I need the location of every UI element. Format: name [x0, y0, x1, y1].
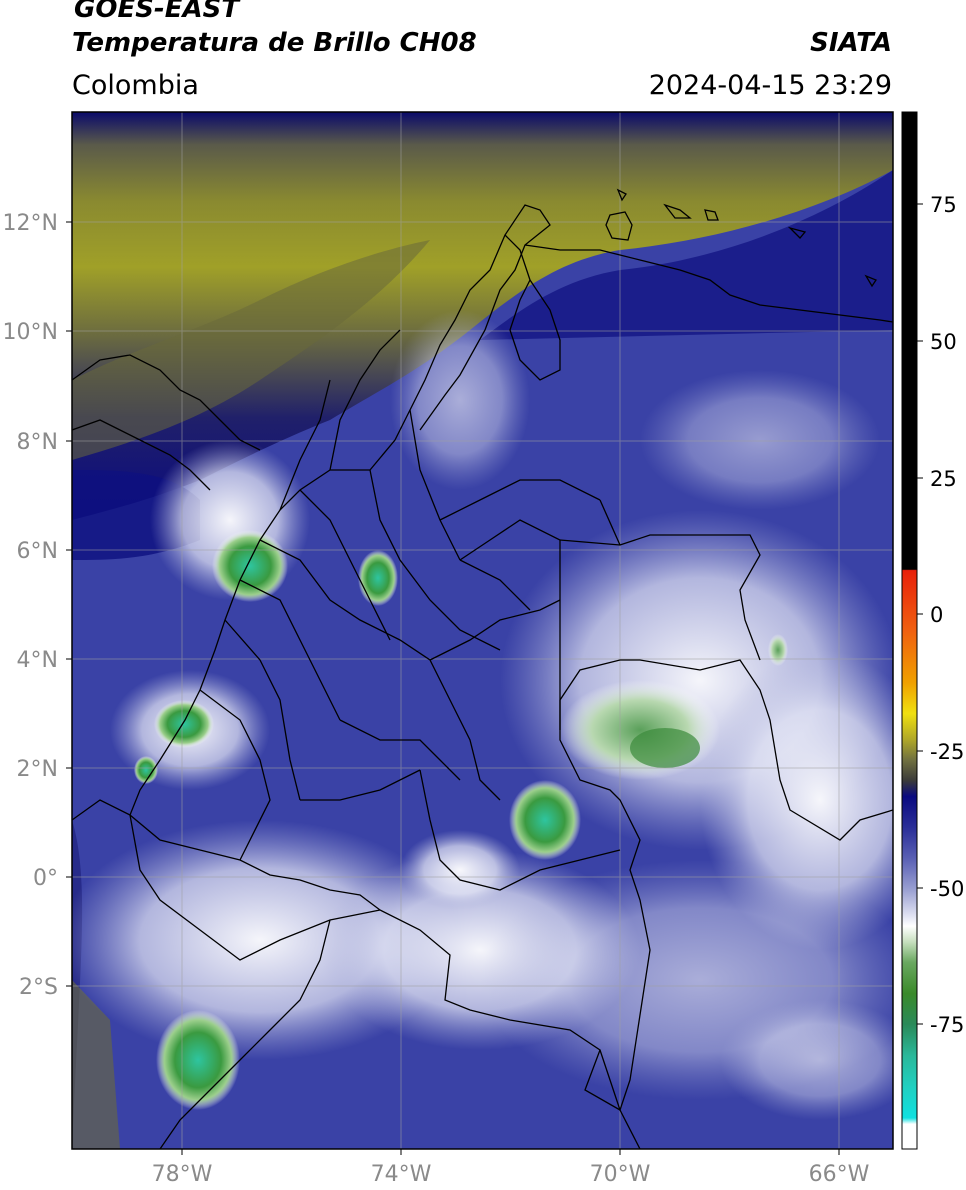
colorbar-tick-label: 75 [930, 193, 957, 217]
colorbar-tick-label: -25 [930, 740, 964, 764]
lat-tick-label: 8°N [17, 430, 58, 455]
satellite-title: GOES-EAST [74, 0, 240, 24]
brightness-temperature-map [72, 112, 893, 1149]
graticule [72, 112, 893, 1149]
lat-tick-label: 2°S [19, 975, 58, 1000]
lat-axis: 12°N 10°N 8°N 6°N 4°N 2°N 0° 2°S [3, 211, 72, 1000]
lon-tick-label: 70°W [590, 1162, 651, 1187]
lat-tick-label: 12°N [3, 211, 58, 236]
colorbar-tick-label: -50 [930, 877, 964, 901]
product-title: Temperatura de Brillo CH08 [72, 28, 477, 58]
colorbar-tick-label: -75 [930, 1013, 964, 1037]
lat-tick-label: 4°N [17, 648, 58, 673]
colorbar-tick-label: 50 [930, 330, 957, 354]
agency-label: SIATA [810, 28, 892, 58]
lon-axis: 78°W 74°W 70°W 66°W [152, 1149, 870, 1187]
colorbar: 75 50 25 0 -25 -50 -75 [901, 111, 964, 1150]
colorbar-gradient [901, 111, 918, 1150]
lat-tick-label: 6°N [17, 539, 58, 564]
lat-tick-label: 10°N [3, 320, 58, 345]
region-label: Colombia [72, 70, 199, 101]
political-borders [72, 188, 893, 1149]
datetime-label: 2024-04-15 23:29 [648, 70, 892, 101]
colorbar-tick-label: 25 [930, 467, 957, 491]
lat-tick-label: 0° [33, 866, 58, 891]
lat-tick-label: 2°N [17, 757, 58, 782]
colorbar-tick-label: 0 [930, 603, 943, 627]
map-frame [71, 111, 894, 1150]
lon-tick-label: 78°W [152, 1162, 213, 1187]
lon-tick-label: 74°W [371, 1162, 432, 1187]
lon-tick-label: 66°W [809, 1162, 870, 1187]
